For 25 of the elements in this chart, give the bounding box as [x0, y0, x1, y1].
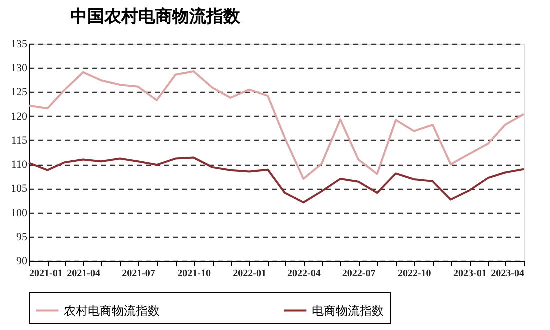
y-tick-label: 100	[11, 207, 28, 220]
x-tick-label: 2021-04	[67, 268, 100, 280]
x-tick-label: 2022-04	[287, 268, 321, 280]
legend-label: 农村电商物流指数	[64, 304, 160, 318]
x-tick-label: 2022-10	[398, 268, 432, 280]
y-tick-label: 95	[16, 231, 28, 244]
y-tick-label: 125	[11, 86, 28, 99]
x-tick-label: 2021-01	[30, 268, 63, 280]
x-tick-label: 2022-07	[342, 268, 376, 280]
x-tick-label: 2021-07	[122, 268, 156, 280]
x-tick-label: 2021-10	[178, 268, 211, 280]
x-tick-label: 2023-01	[454, 268, 487, 280]
y-tick-label: 115	[11, 134, 28, 147]
y-tick-label: 120	[11, 110, 28, 123]
y-tick-label: 110	[11, 159, 28, 172]
y-tick-label: 135	[11, 38, 28, 50]
x-tick-label: 2023-04	[491, 268, 524, 280]
y-tick-label: 90	[16, 256, 28, 268]
y-tick-label: 130	[11, 62, 28, 75]
line-series	[28, 70, 525, 180]
x-tick-label: 2022-01	[233, 268, 267, 280]
line-series	[28, 156, 525, 204]
y-tick-label: 105	[11, 183, 28, 196]
legend-label: 电商物流指数	[312, 304, 384, 318]
chart-title: 中国农村电商物流指数	[70, 7, 242, 26]
